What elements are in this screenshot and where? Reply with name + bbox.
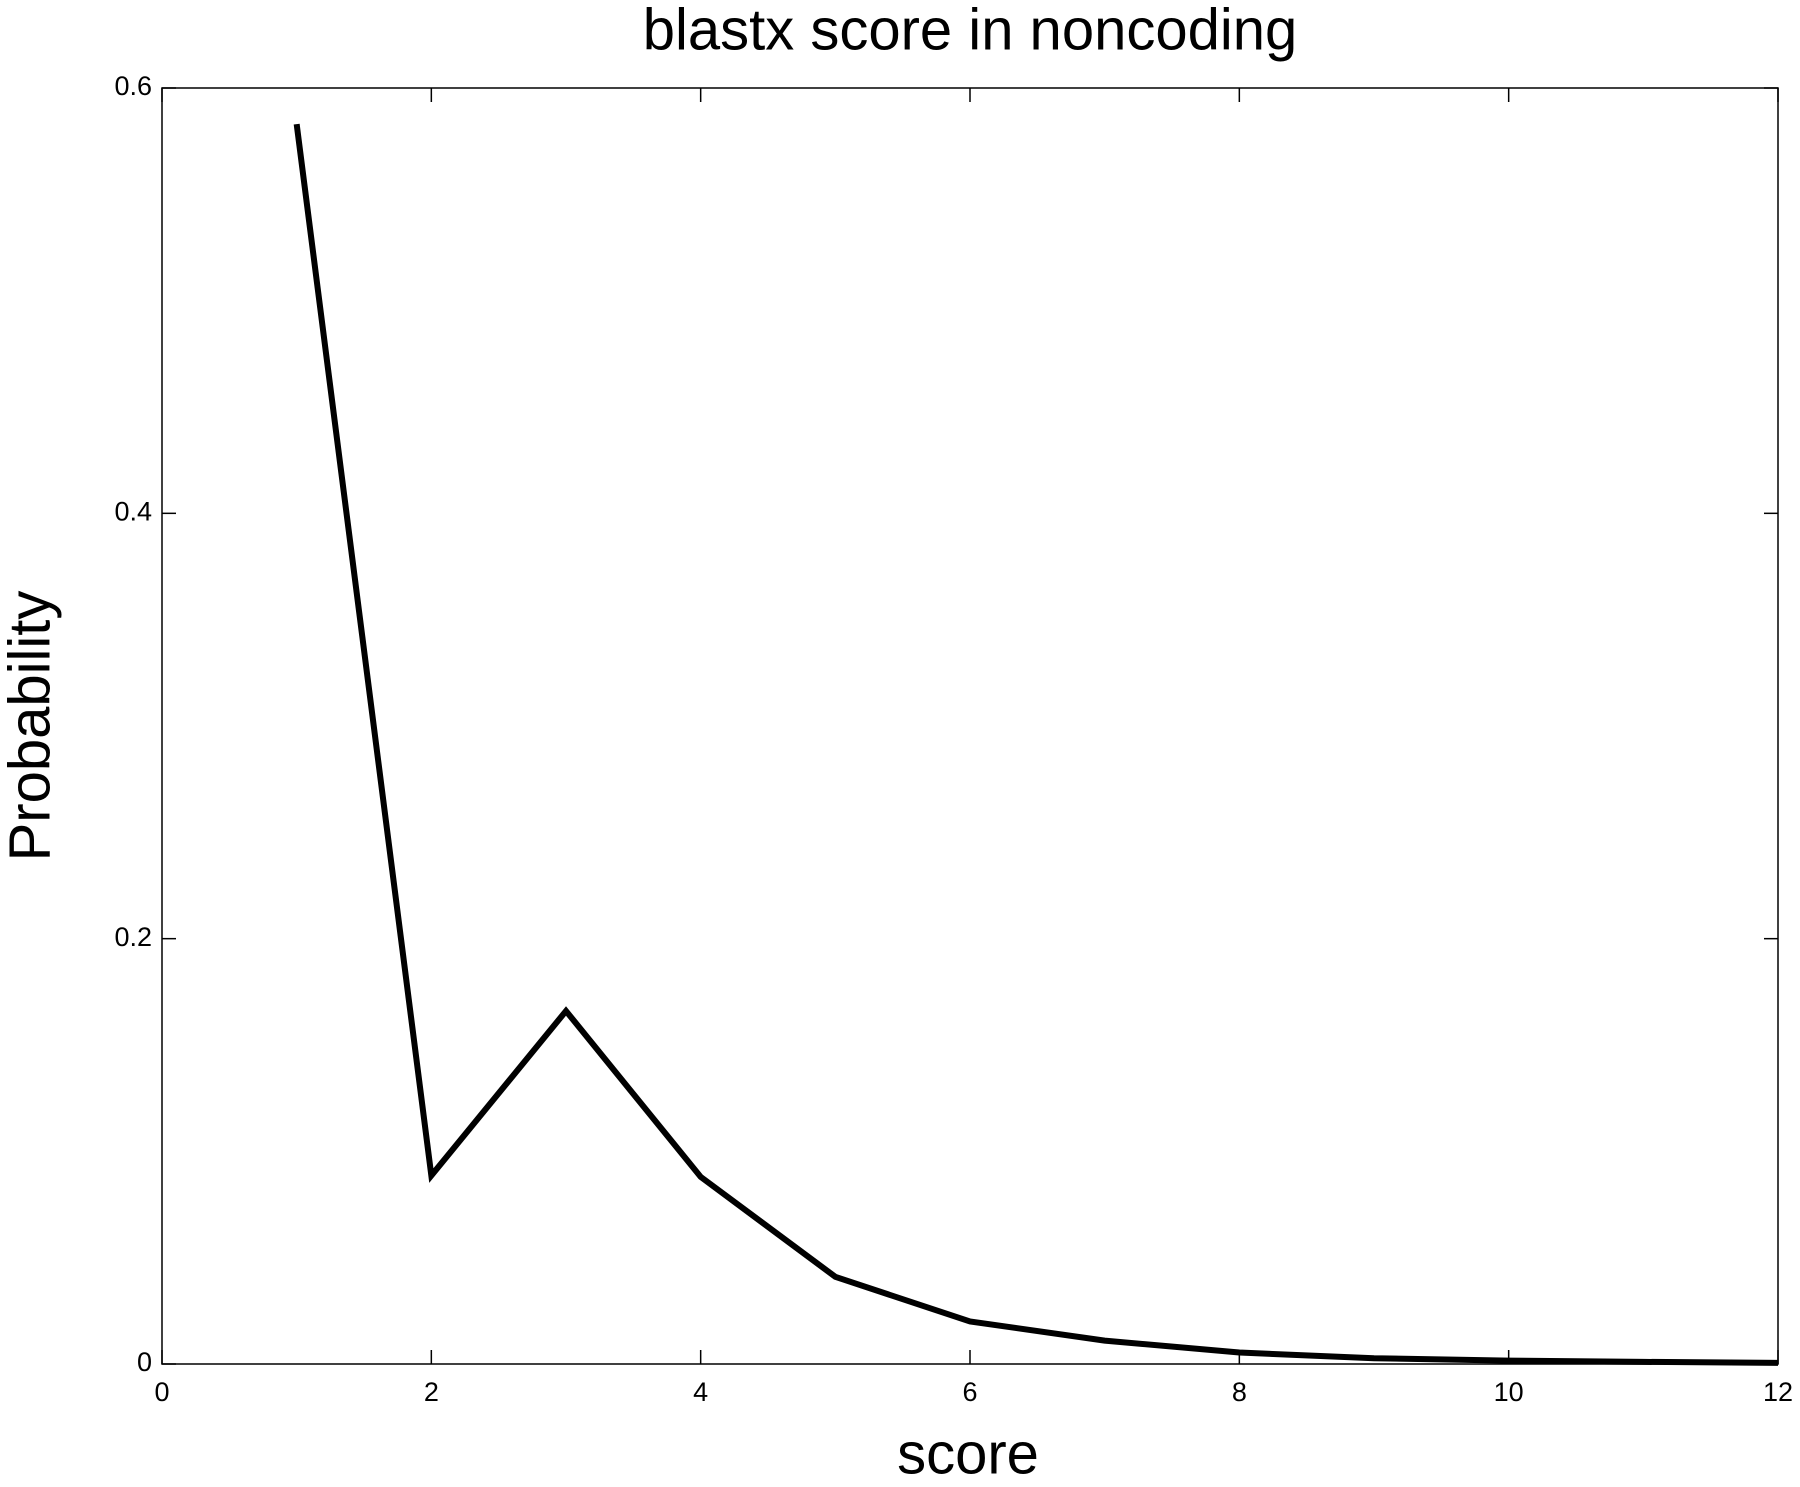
x-tick-label: 0	[154, 1377, 169, 1407]
x-tick-label: 8	[1232, 1377, 1247, 1407]
y-axis-label: Probability	[0, 591, 62, 862]
y-tick-label: 0.4	[114, 496, 152, 526]
x-tick-label: 10	[1494, 1377, 1524, 1407]
plot-frame	[161, 87, 1779, 1365]
x-axis-label: score	[897, 1421, 1039, 1486]
y-tick-label: 0.2	[114, 922, 152, 952]
chart-title: blastx score in noncoding	[643, 0, 1298, 62]
y-tick-label: 0	[137, 1347, 152, 1377]
data-line	[293, 123, 1779, 1366]
y-tick-label: 0.6	[114, 71, 152, 101]
x-tick-label: 2	[424, 1377, 439, 1407]
x-tick-label: 6	[962, 1377, 977, 1407]
x-tick-label: 12	[1763, 1377, 1793, 1407]
x-tick-label: 4	[693, 1377, 708, 1407]
